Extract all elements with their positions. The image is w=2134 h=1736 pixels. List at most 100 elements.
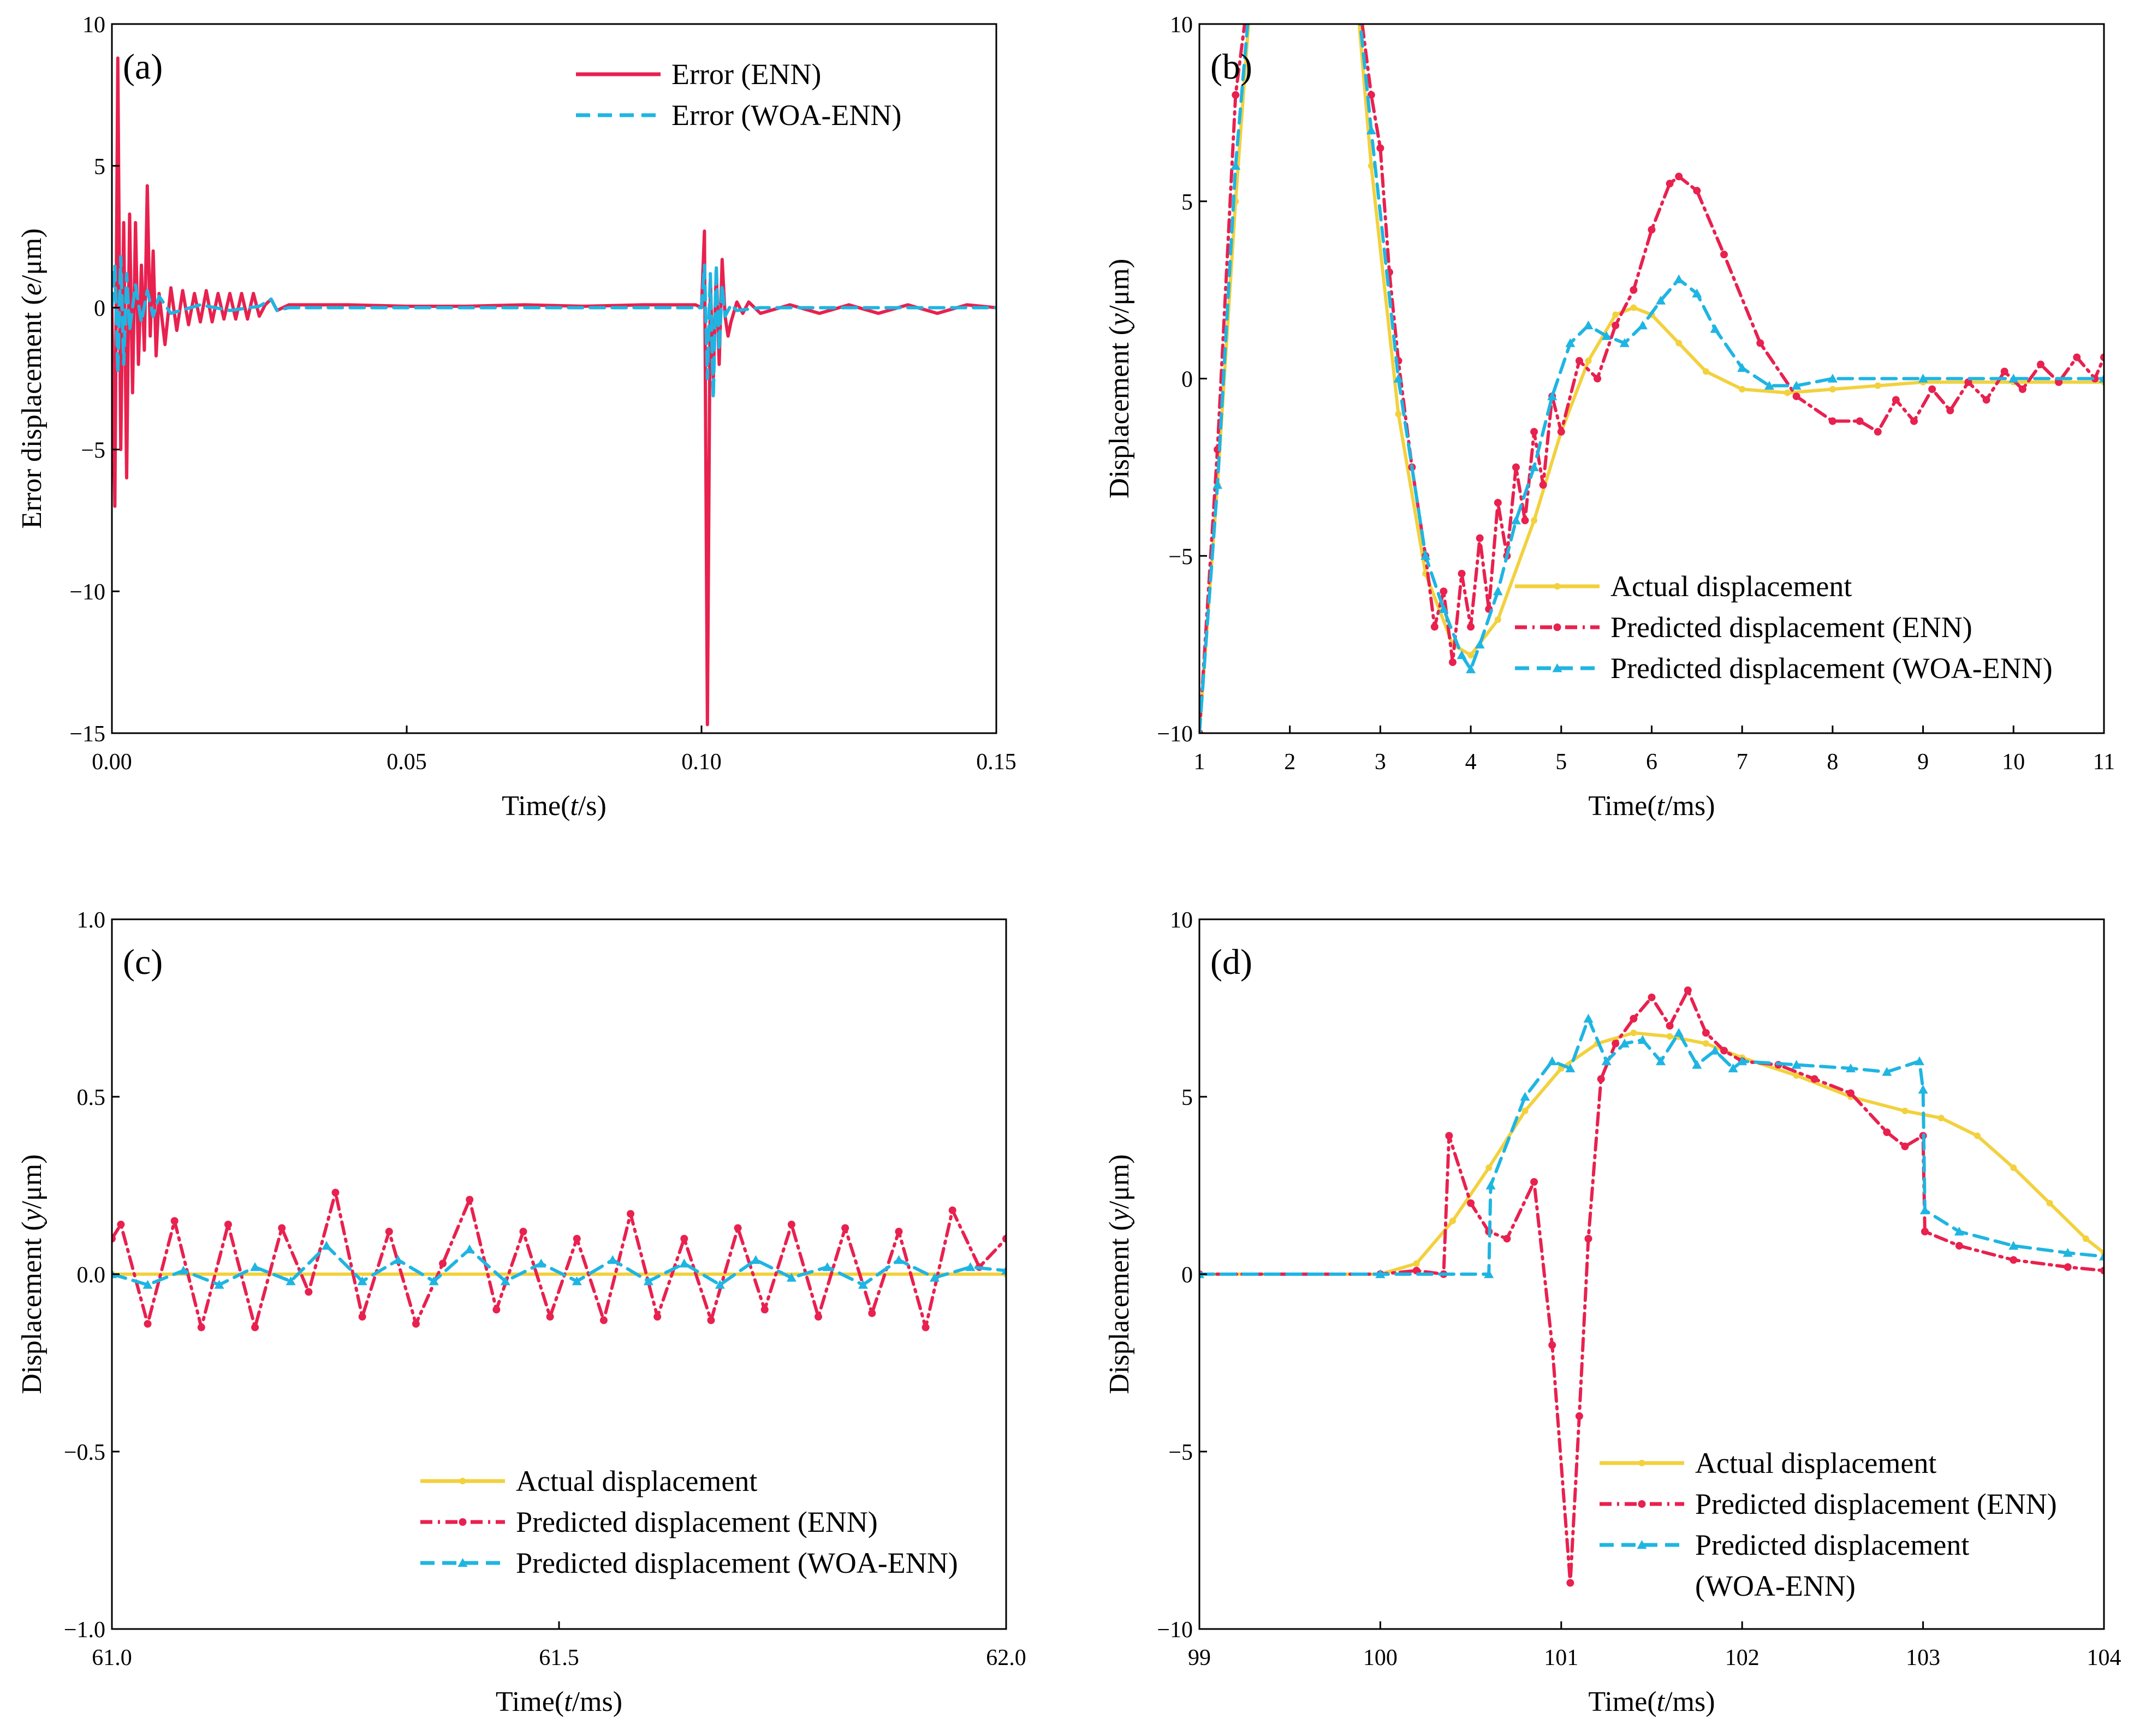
data-point-c-2-1 xyxy=(142,1280,153,1289)
data-point-c-2-6 xyxy=(322,1241,332,1250)
data-point-b-2-5 xyxy=(1366,125,1376,135)
data-point-b-1-27 xyxy=(1594,374,1602,383)
legend-label-c-1: Predicted displacement (ENN) xyxy=(516,1506,878,1538)
x-tick-label-c-2: 62.0 xyxy=(986,1645,1026,1670)
y-tick-label-a-1: −10 xyxy=(69,580,105,605)
data-point-d-2-26 xyxy=(2099,1251,2104,1261)
data-point-c-2-17 xyxy=(715,1280,725,1289)
data-point-b-1-39 xyxy=(1874,427,1882,436)
data-point-b-1-20 xyxy=(1512,463,1520,471)
legend-a: Error (ENN) Error (WOA-ENN) xyxy=(576,58,901,132)
data-point-d-2-23 xyxy=(1954,1227,1964,1236)
data-point-b-2-27 xyxy=(1791,381,1802,390)
x-tick-label-d-0: 99 xyxy=(1188,1645,1211,1670)
data-point-b-2-12 xyxy=(1493,586,1503,596)
x-tick-label-d-2: 101 xyxy=(1544,1645,1578,1670)
data-point-b-1-43 xyxy=(1946,406,1954,414)
data-point-c-1-23 xyxy=(707,1316,715,1324)
x-axis-label-b-unit: /ms) xyxy=(1665,790,1715,822)
data-point-b-1-32 xyxy=(1675,173,1683,181)
data-point-d-1-26 xyxy=(1901,1143,1909,1150)
series-line-d-2 xyxy=(1199,1017,2104,1276)
data-point-d-1-16 xyxy=(1648,994,1656,1001)
data-point-b-2-23 xyxy=(1692,288,1702,298)
data-point-d-2-22 xyxy=(1919,1205,1930,1215)
data-point-d-2-10 xyxy=(1637,1035,1648,1044)
legend-marker-c-1 xyxy=(459,1518,467,1526)
data-point-b-2-9 xyxy=(1457,650,1467,659)
data-point-d-1-10 xyxy=(1566,1579,1574,1587)
series-line-b-2 xyxy=(1199,24,2104,733)
data-point-c-2-18 xyxy=(751,1255,761,1264)
data-point-b-1-25 xyxy=(1557,427,1565,436)
legend-b: Actual displacement Predicted displacemen… xyxy=(1515,570,2053,685)
data-point-b-0-19 xyxy=(1739,385,1746,393)
plot-area-a xyxy=(112,56,996,727)
y-tick-label-a-4: 5 xyxy=(94,154,105,180)
y-tick-label-d-3: 5 xyxy=(1181,1085,1193,1110)
data-point-c-1-22 xyxy=(680,1235,688,1242)
y-axis-label-a-unit: /μm) xyxy=(16,228,47,283)
x-axis-label-b: Time(t/ms) xyxy=(1588,790,1715,822)
y-axis-label-d-prefix: Displacement ( xyxy=(1104,1221,1135,1394)
data-point-c-2-5 xyxy=(286,1276,296,1286)
legend-marker-d-2 xyxy=(1637,1540,1647,1549)
data-point-b-1-45 xyxy=(1982,396,1990,404)
data-point-d-1-25 xyxy=(1883,1128,1891,1136)
data-point-d-2-3 xyxy=(1485,1180,1496,1190)
x-axis-label-d-variable: t xyxy=(1657,1686,1666,1717)
y-axis-label-c-variable: y xyxy=(16,1208,47,1224)
data-point-b-0-17 xyxy=(1675,340,1683,347)
legend-label-a-0: Error (ENN) xyxy=(671,58,821,91)
data-point-c-1-32 xyxy=(948,1206,956,1214)
data-point-b-1-35 xyxy=(1756,339,1764,347)
x-axis-label-c-prefix: Time( xyxy=(496,1686,564,1717)
data-point-d-0-17 xyxy=(2010,1164,2017,1171)
data-point-d-2-25 xyxy=(2062,1248,2073,1257)
y-tick-label-a-3: 0 xyxy=(94,296,105,322)
data-point-b-0-13 xyxy=(1585,358,1592,365)
data-point-b-0-22 xyxy=(1874,382,1881,389)
data-point-d-1-23 xyxy=(1810,1075,1818,1083)
data-point-c-2-10 xyxy=(465,1244,475,1253)
x-axis-label-a-unit: /s) xyxy=(578,790,607,822)
y-axis-label-b-prefix: Displacement ( xyxy=(1104,326,1135,498)
x-axis-label-c: Time(t/ms) xyxy=(496,1686,622,1717)
y-tick-label-c-1: −0.5 xyxy=(64,1440,105,1465)
data-point-b-1-33 xyxy=(1693,187,1701,195)
data-point-b-1-37 xyxy=(1828,417,1836,425)
data-point-d-1-19 xyxy=(1702,1029,1710,1037)
chart-panel-b: 1 2 3 4 5 6 7 8 9 10 11 −10 −5 0 5 10 Time(t/ms) Displace… xyxy=(1104,13,2115,822)
legend-label-b-0: Actual displacement xyxy=(1610,570,1852,603)
data-point-b-2-16 xyxy=(1565,338,1576,347)
data-point-b-1-47 xyxy=(2018,385,2026,393)
data-point-b-0-9 xyxy=(1467,652,1475,659)
data-point-d-2-21 xyxy=(1918,1085,1928,1094)
data-point-c-2-15 xyxy=(643,1276,653,1286)
data-point-c-2-8 xyxy=(393,1255,403,1264)
data-point-d-1-13 xyxy=(1597,1075,1605,1083)
y-axis-label-b: Displacement (y/μm) xyxy=(1104,259,1135,498)
data-point-d-1-20 xyxy=(1720,1047,1728,1055)
data-point-b-0-18 xyxy=(1702,368,1709,375)
data-point-b-0-21 xyxy=(1829,385,1836,393)
series-line-a-0 xyxy=(112,56,996,727)
x-tick-label-c-0: 61.0 xyxy=(92,1645,132,1670)
data-point-c-1-3 xyxy=(170,1217,179,1225)
y-tick-label-b-4: 10 xyxy=(1170,13,1193,38)
data-point-b-1-41 xyxy=(1910,417,1918,425)
data-point-c-1-2 xyxy=(144,1320,152,1328)
data-point-d-1-9 xyxy=(1548,1341,1556,1349)
y-tick-label-c-2: 0.0 xyxy=(77,1263,106,1288)
data-point-d-1-14 xyxy=(1612,1039,1620,1048)
data-point-b-1-50 xyxy=(2073,353,2081,361)
x-tick-label-b-8: 9 xyxy=(1917,750,1929,775)
x-tick-label-b-3: 4 xyxy=(1465,750,1477,775)
data-point-d-0-12 xyxy=(1793,1072,1800,1079)
x-axis-label-c-variable: t xyxy=(564,1686,573,1717)
legend-label-c-0: Actual displacement xyxy=(516,1465,757,1497)
data-point-b-1-11 xyxy=(1430,623,1438,631)
y-axis-label-a: Error displacement (e/μm) xyxy=(16,228,47,529)
legend-marker-b-2 xyxy=(1552,663,1562,673)
data-point-c-1-16 xyxy=(519,1228,527,1235)
